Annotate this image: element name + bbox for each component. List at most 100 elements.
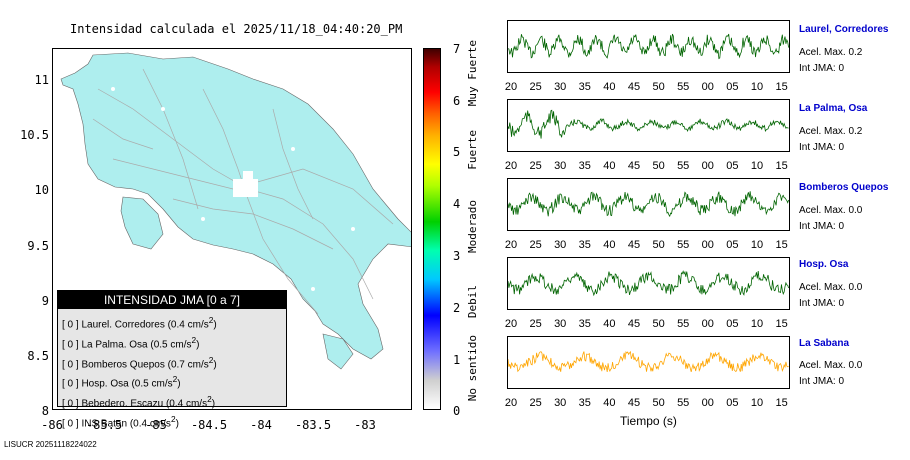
map-y-tick: 10 xyxy=(34,183,49,197)
time-tick: 45 xyxy=(627,81,641,93)
time-tick: 05 xyxy=(726,397,739,409)
time-tick: 00 xyxy=(701,239,714,251)
time-tick: 30 xyxy=(554,81,567,93)
colorbar-tick: 1 xyxy=(453,353,461,367)
time-tick: 15 xyxy=(775,160,788,172)
time-tick: 20 xyxy=(504,239,518,251)
map-x-tick: -86 xyxy=(41,418,63,432)
station-name: La Sabana xyxy=(799,338,850,349)
colorbar-tick: 0 xyxy=(453,404,461,418)
colorbar-label: Debil xyxy=(466,285,479,319)
time-tick: 00 xyxy=(701,397,714,409)
time-tick: 20 xyxy=(504,397,518,409)
time-tick: 30 xyxy=(554,160,567,172)
time-tick: 15 xyxy=(775,239,788,251)
time-axis-label: Tiempo (s) xyxy=(620,414,677,428)
colorbar-label: Moderado xyxy=(466,200,479,253)
time-tick: 25 xyxy=(529,160,542,172)
time-tick: 55 xyxy=(677,397,690,409)
waveform xyxy=(508,191,789,218)
waveform xyxy=(508,350,789,373)
time-tick: 05 xyxy=(726,81,739,93)
time-tick: 10 xyxy=(750,397,764,409)
legend-item: [ 0 ] Hosp. Osa (0.5 cm/s2) xyxy=(62,374,181,390)
waveform xyxy=(508,33,789,60)
legend-item: [ 0 ] La Palma. Osa (0.5 cm/s2) xyxy=(62,334,200,351)
map-x-tick: -85.5 xyxy=(85,418,123,432)
station-name: Bomberos Quepos xyxy=(799,182,889,193)
time-tick: 40 xyxy=(603,239,616,251)
land-outline xyxy=(60,52,411,370)
time-tick: 15 xyxy=(775,397,788,409)
time-tick: 40 xyxy=(603,81,616,93)
time-tick: 10 xyxy=(750,318,764,330)
map-y-tick: 10.5 xyxy=(20,128,49,142)
trace-panel xyxy=(507,336,790,389)
map-x-tick: -84 xyxy=(250,418,272,432)
station-info: Acel. Max. 0.2 Int JMA: 0 xyxy=(799,47,863,74)
time-tick: 20 xyxy=(504,81,518,93)
time-tick: 40 xyxy=(603,397,616,409)
colorbar-tick: 4 xyxy=(453,197,461,211)
station-name: Hosp. Osa xyxy=(799,259,849,270)
time-tick: 50 xyxy=(652,239,665,251)
colorbar-label: Muy Fuerte xyxy=(466,40,479,107)
colorbar-tick: 5 xyxy=(453,145,461,159)
time-tick: 35 xyxy=(578,397,591,409)
map-y-tick: 11 xyxy=(34,73,49,87)
station-name: Laurel, Corredores xyxy=(799,24,889,35)
map-y-tick: 9 xyxy=(41,294,49,308)
time-tick: 50 xyxy=(652,160,665,172)
colorbar-label: Fuerte xyxy=(466,130,479,170)
legend-item: [ 0 ] Bomberos Quepos (0.7 cm/s2) xyxy=(62,354,217,370)
time-tick: 15 xyxy=(775,81,788,93)
time-tick: 30 xyxy=(554,318,567,330)
waveform xyxy=(508,270,789,297)
time-tick: 55 xyxy=(677,81,690,93)
colorbar-tick: 2 xyxy=(453,301,461,315)
time-tick: 10 xyxy=(750,81,764,93)
time-tick: 10 xyxy=(750,239,764,251)
colorbar-tick: 6 xyxy=(453,94,461,108)
footer-id: LISUCR 20251118224022 xyxy=(4,440,97,449)
station-name: La Palma, Osa xyxy=(799,103,868,114)
trace-panel xyxy=(507,99,790,152)
legend-item: [ 0 ] Laurel. Corredores (0.4 cm/s2) xyxy=(62,315,217,331)
time-tick: 40 xyxy=(603,160,616,172)
colorbar-tick: 3 xyxy=(453,249,461,263)
map-title: Intensidad calculada el 2025/11/18_04:40… xyxy=(70,22,403,36)
time-tick: 30 xyxy=(554,239,567,251)
map-x-tick: -83.5 xyxy=(294,418,332,432)
time-tick: 50 xyxy=(652,81,665,93)
time-tick: 25 xyxy=(529,397,542,409)
time-tick: 40 xyxy=(603,318,616,330)
station-info: Acel. Max. 0.0 Int JMA: 0 xyxy=(799,282,863,309)
time-tick: 30 xyxy=(554,397,567,409)
time-tick: 35 xyxy=(578,318,591,330)
time-tick: 10 xyxy=(750,160,764,172)
time-tick: 45 xyxy=(627,318,641,330)
map-svg xyxy=(60,52,411,370)
colorbar-tick: 7 xyxy=(453,42,461,56)
map-y-tick: 8.5 xyxy=(27,349,49,363)
trace-panel xyxy=(507,20,790,73)
trace-panel xyxy=(507,257,790,310)
time-tick: 05 xyxy=(726,318,739,330)
time-tick: 20 xyxy=(504,160,518,172)
map-x-tick: -85 xyxy=(145,418,167,432)
map-y-tick: 8 xyxy=(41,404,49,418)
time-tick: 55 xyxy=(677,318,690,330)
time-tick: 55 xyxy=(677,160,690,172)
time-tick: 45 xyxy=(627,397,641,409)
legend-item: [ 0 ] INS Batan (0.4 cm/s2) xyxy=(62,414,179,430)
city-markers xyxy=(111,87,355,291)
intensity-colorbar xyxy=(423,48,441,410)
time-tick: 05 xyxy=(726,160,739,172)
time-tick: 05 xyxy=(726,239,739,251)
time-tick: 35 xyxy=(578,160,591,172)
legend-item: [ 0 ] Bebedero. Escazu (0.4 cm/s2) xyxy=(62,394,216,410)
trace-panel xyxy=(507,178,790,231)
time-tick: 15 xyxy=(775,318,788,330)
waveform xyxy=(508,109,789,139)
time-tick: 50 xyxy=(652,397,665,409)
